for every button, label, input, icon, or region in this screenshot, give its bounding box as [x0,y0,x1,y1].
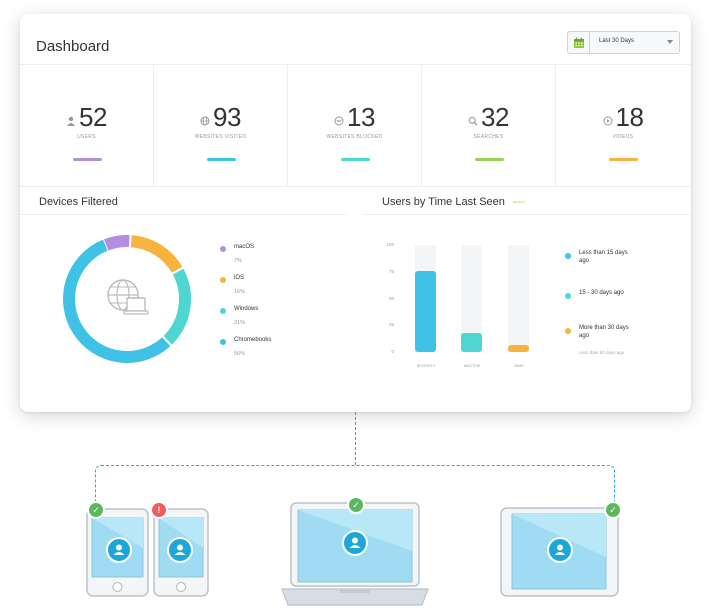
search-icon [468,113,478,131]
y-tick-label: 0 [391,349,394,354]
y-tick-label: 75 [388,268,394,274]
stat-websites-blocked[interactable]: 13 WEBSITES BLOCKED [288,65,422,186]
legend-footnote: Less than 60 days ago [579,350,625,355]
stat-value-row: 13 [288,102,421,133]
legend-dot [565,253,571,259]
stat-value: 32 [481,102,509,132]
stat-searches[interactable]: 32 SEARCHES [422,65,556,186]
legend-value: 21% [234,320,246,326]
legend-value: 16% [234,289,246,295]
legend-dot [565,328,571,334]
calendar-icon [568,32,590,53]
x-tick-label: AWAY [514,364,524,368]
x-tick-label: RECENTLY [416,364,436,368]
legend-label: More than 30 days ago [579,325,629,339]
donut-separator [161,335,173,347]
users-divider [364,214,691,215]
stat-accent-bar [72,158,102,161]
bar-track [461,245,482,352]
details-link[interactable]: DETAILS [513,200,526,204]
donut-slice-windows [162,267,191,346]
bar-track [508,245,529,352]
devices-donut-chart [63,234,191,363]
donut-slice-chromebooks [63,239,172,363]
legend-label: iOS [234,275,245,281]
y-tick-label: 100 [386,242,394,247]
stat-accent-bar [206,158,236,161]
stat-value: 13 [347,102,375,132]
stat-value-row: 32 [422,102,555,133]
user-icon [167,537,193,563]
donut-separator [171,266,185,275]
stat-accent-bar [609,158,638,161]
donut-separator [128,234,132,249]
legend-label: Chromebooks [234,337,272,343]
check-icon: ✓ [347,496,365,514]
stats-divider [20,186,691,187]
users-by-time-title: Users by Time Last Seen [382,196,505,208]
header-divider [20,64,691,65]
legend-value: 56% [234,351,246,357]
stat-value: 93 [213,102,241,132]
stat-label: VIDEOS [612,134,634,140]
user-icon [547,537,573,563]
donut-slice-ios [129,235,183,274]
legend-value: 7% [234,258,242,264]
user-icon [342,530,368,556]
devices-icon [104,276,150,322]
y-tick-label: 25 [388,322,394,328]
stats-row: 52 USERS 93 WEBSITES VISITED 13 WEBSITES BLOC… [20,65,691,186]
legend-label: Less than 15 days ago [579,250,628,264]
stat-value-row: 18 [556,102,690,133]
stat-label: USERS [77,134,96,140]
legend-label: Windows [234,306,259,312]
stat-value-row: 52 [20,102,153,133]
stat-videos[interactable]: 18 VIDEOS [556,65,690,186]
check-icon: ✓ [87,501,105,519]
user-icon [66,113,76,131]
legend-dot [220,246,226,252]
stat-users[interactable]: 52 USERS [20,65,154,186]
stat-label: WEBSITES BLOCKED [326,134,383,140]
stat-websites-visited[interactable]: 93 WEBSITES VISITED [154,65,288,186]
globe-icon [200,113,210,131]
date-range-select[interactable]: Last 30 Days [567,31,680,54]
stat-accent-bar [340,158,370,161]
legend-dot [565,293,571,299]
bar-inactive[interactable] [461,332,482,352]
legend-label: macOS [234,244,255,250]
legend-dot [220,339,226,345]
user-icon [106,537,132,563]
page-title: Dashboard [36,38,110,55]
bar-recently[interactable] [415,270,436,352]
stat-label: WEBSITES VISITED [194,134,247,140]
donut-slice-macos [103,235,131,251]
legend-dot [220,308,226,314]
check-icon: ✓ [604,501,622,519]
dashboard-card: Dashboard Last 30 Days 52 USERS 93 WEBSITES… [20,14,691,412]
alert-icon: ! [150,501,168,519]
date-range-value: Last 30 Days [599,38,635,44]
connector-vertical [355,412,356,465]
legend-dot [220,277,226,283]
bar-away[interactable] [508,344,529,352]
stat-value: 52 [79,102,107,132]
stat-value-row: 93 [154,102,287,133]
stat-accent-bar [474,158,504,161]
legend-label: 15 - 30 days ago [579,290,624,296]
x-tick-label: INACTIVE [463,364,481,368]
devices-filtered-title: Devices Filtered [39,196,118,208]
stat-value: 18 [615,102,644,132]
chevron-down-icon [667,40,673,44]
blocked-icon [334,113,344,131]
play-icon [603,113,613,131]
donut-separator [101,238,109,253]
stat-label: SEARCHES [473,134,504,140]
connector-horizontal [95,465,615,504]
y-tick-label: 50 [388,295,394,301]
devices-divider [20,214,347,215]
